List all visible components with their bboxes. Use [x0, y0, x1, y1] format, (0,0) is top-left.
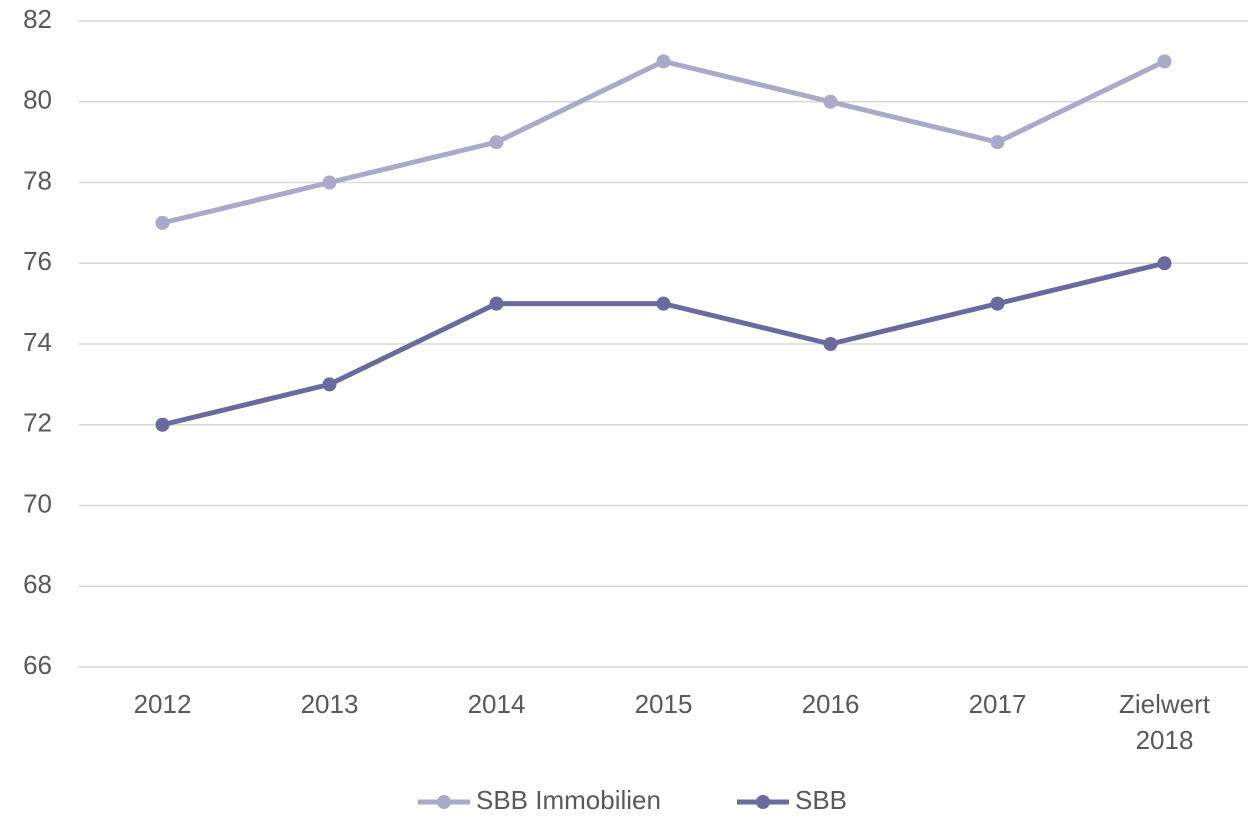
legend-label: SBB [795, 785, 847, 815]
x-tick-label: 2014 [468, 689, 526, 719]
legend-marker [756, 795, 770, 809]
x-tick-label: 2016 [802, 689, 860, 719]
point [656, 296, 671, 311]
point [322, 175, 337, 190]
point [1157, 54, 1172, 69]
legend-item: SBB Immobilien [418, 785, 661, 815]
y-tick-label: 76 [23, 246, 52, 276]
x-tick-label: 2013 [301, 689, 359, 719]
point [155, 215, 170, 230]
point [990, 135, 1005, 150]
point [489, 135, 504, 150]
y-tick-label: 74 [23, 327, 52, 357]
x-tick-label: Zielwert 2018 [1119, 689, 1211, 755]
point [823, 94, 838, 109]
point [656, 54, 671, 69]
y-tick-label: 70 [23, 488, 52, 518]
point [990, 296, 1005, 311]
x-tick-label: 2017 [969, 689, 1027, 719]
y-tick-label: 66 [23, 650, 52, 680]
y-tick-label: 78 [23, 165, 52, 195]
series-line [161, 58, 1166, 226]
point [322, 377, 337, 392]
y-tick-label: 82 [23, 4, 52, 34]
point [823, 337, 838, 351]
legend-item: SBB [737, 785, 847, 815]
legend-marker [437, 795, 451, 809]
y-tick-label: 80 [23, 85, 52, 115]
x-tick-label: 2015 [635, 689, 693, 719]
y-tick-label: 72 [23, 408, 52, 438]
point [155, 417, 170, 432]
legend-label: SBB Immobilien [476, 785, 661, 815]
point [489, 296, 504, 311]
y-tick-label: 68 [23, 569, 52, 599]
x-tick-label: 2012 [134, 689, 192, 719]
point [1157, 256, 1172, 271]
